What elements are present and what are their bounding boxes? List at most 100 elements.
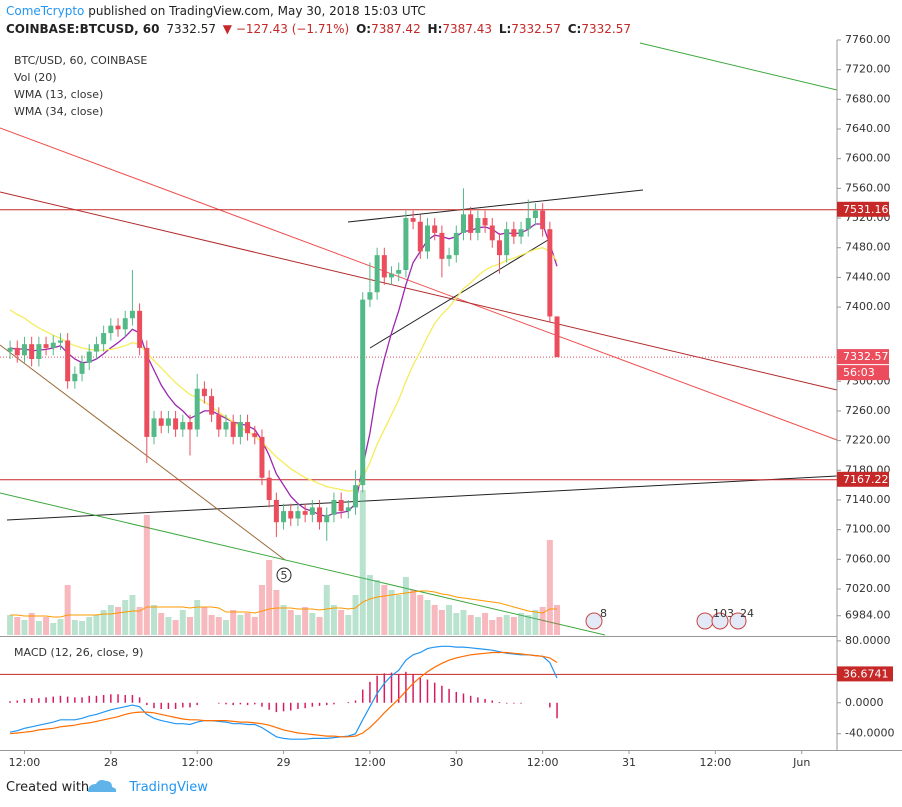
candle-body <box>259 436 265 478</box>
volume-bar <box>266 560 273 635</box>
trend-line <box>639 42 838 91</box>
y-tick-label: 7720.00 <box>845 63 891 76</box>
trend-line <box>0 127 838 441</box>
candle-body <box>446 255 452 259</box>
volume-bar <box>100 610 107 635</box>
author[interactable]: ComeTcrypto <box>6 4 85 18</box>
event-marker[interactable]: 8 <box>585 607 607 630</box>
y-tick-label: 80.0000 <box>845 634 891 647</box>
event-marker[interactable]: 5 <box>276 567 292 583</box>
candle-body <box>230 422 236 437</box>
volume-bar <box>417 595 424 635</box>
candle-body <box>86 351 92 363</box>
macd-level-bg <box>837 666 893 682</box>
y-tick-label: 7760.00 <box>845 33 891 46</box>
y-tick-label: 7400.00 <box>845 300 891 313</box>
candle-body <box>288 511 294 519</box>
candle-body <box>144 347 150 437</box>
volume-bar <box>28 613 35 635</box>
candle-body <box>165 418 171 426</box>
wma-line <box>9 247 558 492</box>
trend-line <box>0 344 286 561</box>
candle-body <box>57 340 63 343</box>
candle-body <box>324 514 330 523</box>
volume-bar <box>352 595 359 635</box>
volume-bar <box>510 617 517 635</box>
candle-body <box>504 229 510 256</box>
candle-body <box>216 414 222 430</box>
event-label: 103 <box>713 607 734 620</box>
candle-body <box>496 240 502 256</box>
candle-body <box>266 477 272 500</box>
volume-bar <box>158 613 165 635</box>
volume-bar <box>402 577 409 635</box>
volume-bar <box>93 615 100 635</box>
candle-body <box>122 318 128 330</box>
trend-line <box>6 475 838 521</box>
candle-body <box>482 218 488 226</box>
candle-body <box>532 210 538 219</box>
candle-body <box>396 269 402 274</box>
volume-bar <box>446 605 453 635</box>
volume-bar <box>518 613 525 635</box>
volume-bar <box>366 575 373 635</box>
volume-bar <box>151 605 158 635</box>
volume-bar <box>115 607 122 635</box>
candle-body <box>518 229 524 237</box>
volume-bar <box>374 580 381 635</box>
volume-bar <box>35 621 42 635</box>
candle-body <box>439 232 445 259</box>
ohlc-value: 7332.57 <box>511 22 561 36</box>
brand[interactable]: TradingView <box>129 780 208 795</box>
candle-body <box>187 422 193 430</box>
candle-body <box>7 347 13 352</box>
volume-bar <box>273 590 280 635</box>
candle-body <box>453 232 459 256</box>
volume-bar <box>230 610 237 635</box>
volume-bar <box>388 590 395 635</box>
candle-body <box>281 511 287 523</box>
event-flag <box>696 612 714 630</box>
candle-body <box>302 511 308 515</box>
candle-body <box>79 362 85 374</box>
y-tick-label: 7140.00 <box>845 493 891 506</box>
volume-bar <box>172 620 179 635</box>
countdown-label-bg <box>837 365 889 381</box>
candle-body <box>93 344 99 352</box>
volume-bar <box>208 615 215 635</box>
x-tick-label: 12:00 <box>354 756 386 769</box>
volume-bar <box>129 595 136 635</box>
volume-bar <box>474 617 481 635</box>
event-marker[interactable]: 24 <box>729 607 754 630</box>
y-tick-label: 7440.00 <box>845 270 891 283</box>
x-tick-label: 30 <box>449 756 463 769</box>
volume-bar <box>57 619 64 635</box>
candle-body <box>29 344 35 360</box>
ohlc-label: C: <box>567 22 582 36</box>
volume-bar <box>323 585 330 635</box>
price-line-label: 7531.16 <box>843 203 889 216</box>
y-tick-label: 6984.00 <box>845 609 891 622</box>
candle-body <box>338 499 344 512</box>
event-marker[interactable]: 103 <box>696 607 734 630</box>
volume-bar <box>50 623 57 635</box>
volume-bar <box>86 617 93 635</box>
y-tick-label: 7480.00 <box>845 241 891 254</box>
countdown-label: 56:03 <box>843 366 875 379</box>
candle-body <box>21 344 27 356</box>
candle-body <box>468 214 474 233</box>
legend-entry: WMA (13, close) <box>14 88 103 101</box>
candle-body <box>245 422 251 434</box>
change: ▼ −127.43 (−1.71%) <box>222 22 350 36</box>
candle-body <box>173 418 179 430</box>
candle-body <box>417 221 423 252</box>
volume-bar <box>395 595 402 635</box>
ohlc-label: L: <box>498 22 512 36</box>
candle-body <box>65 340 71 382</box>
volume-bar <box>244 613 251 635</box>
candle-body <box>129 310 135 319</box>
x-tick-label: 29 <box>277 756 291 769</box>
symbol-line: COINBASE:BTCUSD, 60 7332.57 ▼ −127.43 (−… <box>6 22 634 36</box>
candle-body <box>489 225 495 241</box>
y-tick-label: 7100.00 <box>845 523 891 536</box>
